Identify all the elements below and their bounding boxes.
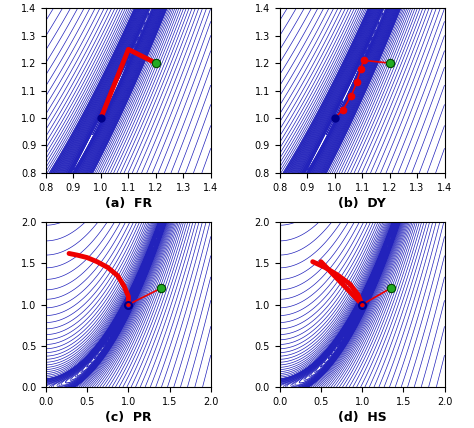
X-axis label: (d)  HS: (d) HS	[338, 411, 386, 424]
X-axis label: (a)  FR: (a) FR	[105, 197, 152, 210]
X-axis label: (c)  PR: (c) PR	[105, 411, 152, 424]
X-axis label: (b)  DY: (b) DY	[338, 197, 386, 210]
